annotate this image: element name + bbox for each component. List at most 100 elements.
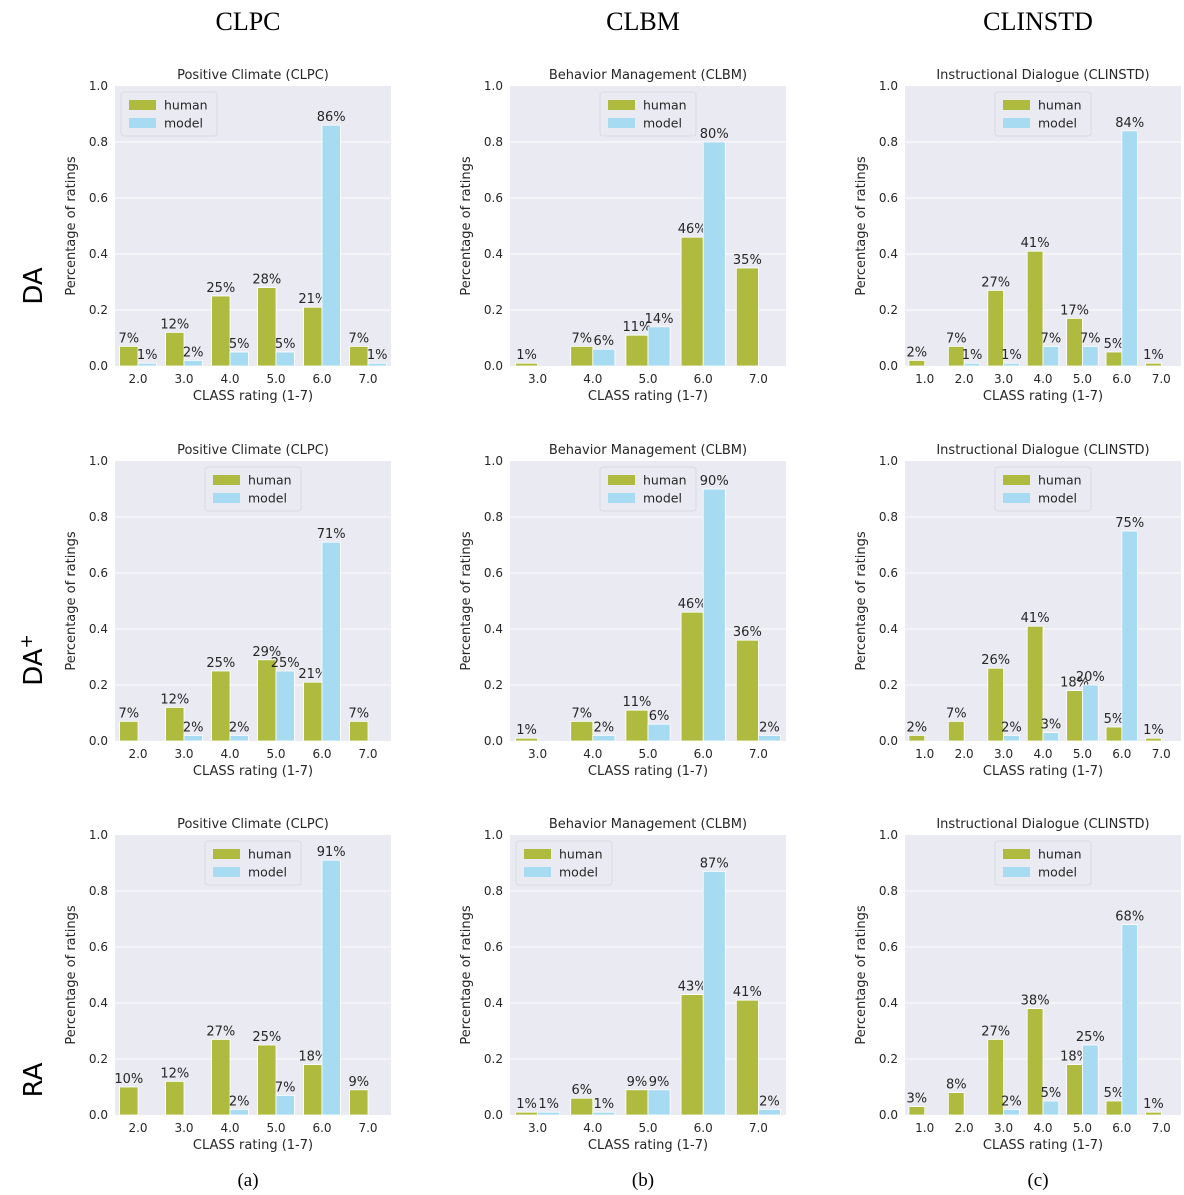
x-tick-label: 4.0 xyxy=(583,1121,602,1135)
data-label-human: 7% xyxy=(348,706,369,721)
y-tick-label: 0.6 xyxy=(89,940,108,954)
y-tick-label: 0.8 xyxy=(484,135,503,149)
data-label-model: 2% xyxy=(229,720,250,735)
bar-human xyxy=(735,999,759,1116)
y-tick-label: 1.0 xyxy=(89,828,108,842)
chart-panel-5: 0.0 0.2 0.4 0.6 0.8 1.0 Behavior Management (C… xyxy=(459,443,786,779)
bar-human xyxy=(987,667,1004,742)
data-label-human: 9% xyxy=(348,1075,369,1090)
y-tick-label: 1.0 xyxy=(879,79,898,93)
y-axis-label: Percentage of ratings xyxy=(459,905,474,1044)
bar-human xyxy=(515,362,539,367)
data-label-model: 5% xyxy=(275,337,296,352)
data-label-human: 7% xyxy=(571,331,592,346)
data-label-human: 3% xyxy=(907,1092,928,1107)
data-label-model: 2% xyxy=(183,345,204,360)
data-label-model: 68% xyxy=(1115,910,1144,925)
bar-human xyxy=(625,709,649,742)
bar-model xyxy=(275,351,295,367)
x-tick-label: 3.0 xyxy=(994,1121,1013,1135)
bar-human xyxy=(1105,1100,1123,1116)
data-label-model: 80% xyxy=(700,127,729,142)
bar-model xyxy=(1082,345,1099,367)
y-tick-label: 0.0 xyxy=(89,359,108,373)
x-tick-label: 7.0 xyxy=(358,1121,377,1135)
data-label-human: 21% xyxy=(298,292,327,307)
data-label-human: 41% xyxy=(1021,611,1050,626)
bar-model xyxy=(702,871,726,1116)
chart-panel-7: 0.0 0.2 0.4 0.6 0.8 1.0 Positive Climate (CLPC… xyxy=(64,817,391,1153)
bar-model xyxy=(321,541,341,742)
y-tick-label: 0.8 xyxy=(879,510,898,524)
bar-human xyxy=(680,236,704,367)
bar-human xyxy=(349,345,369,367)
data-label-human: 5% xyxy=(1104,712,1125,727)
legend-label-model: model xyxy=(1038,116,1077,131)
bar-human xyxy=(211,670,231,742)
x-tick-label: 7.0 xyxy=(1152,747,1171,761)
data-label-model: 84% xyxy=(1115,116,1144,131)
y-tick-label: 0.8 xyxy=(89,135,108,149)
x-tick-label: 6.0 xyxy=(312,372,331,386)
x-tick-label: 6.0 xyxy=(694,747,713,761)
data-label-human: 5% xyxy=(1104,337,1125,352)
legend-label-model: model xyxy=(164,116,203,131)
data-label-human: 36% xyxy=(733,625,762,640)
bar-human xyxy=(257,287,277,367)
legend-label-human: human xyxy=(1038,473,1082,488)
x-tick-label: 2.0 xyxy=(128,372,147,386)
y-tick-label: 0.2 xyxy=(484,303,503,317)
bar-human xyxy=(908,359,926,367)
data-label-human: 1% xyxy=(516,348,537,363)
y-tick-label: 0.2 xyxy=(879,1052,898,1066)
y-tick-label: 0.2 xyxy=(879,303,898,317)
data-label-human: 1% xyxy=(516,723,537,738)
bar-model xyxy=(321,124,341,367)
x-tick-label: 4.0 xyxy=(220,1121,239,1135)
data-label-human: 26% xyxy=(981,653,1010,668)
data-label-model: 5% xyxy=(1041,1086,1062,1101)
x-tick-label: 7.0 xyxy=(358,372,377,386)
legend-swatch-human xyxy=(129,100,156,110)
legend: human model xyxy=(515,840,613,886)
x-tick-label: 3.0 xyxy=(528,372,547,386)
legend-label-human: human xyxy=(248,847,292,862)
panel-title: Instructional Dialogue (CLINSTD) xyxy=(936,817,1149,832)
bar-model xyxy=(758,1109,781,1116)
y-tick-label: 1.0 xyxy=(89,454,108,468)
bar-human xyxy=(987,1039,1004,1116)
y-tick-label: 0.6 xyxy=(879,566,898,580)
legend-label-model: model xyxy=(248,491,287,506)
data-label-human: 11% xyxy=(623,320,652,335)
bar-human xyxy=(1145,1111,1162,1116)
bar-human xyxy=(735,639,759,742)
y-tick-label: 0.0 xyxy=(879,1108,898,1122)
data-label-model: 25% xyxy=(271,656,300,671)
x-tick-label: 6.0 xyxy=(312,1121,331,1135)
bar-model xyxy=(321,859,341,1116)
data-label-human: 41% xyxy=(1021,236,1050,251)
data-label-human: 29% xyxy=(252,645,281,660)
bar-model xyxy=(1042,345,1060,367)
x-tick-label: 7.0 xyxy=(749,1121,768,1135)
bar-human xyxy=(625,1089,649,1116)
bar-human xyxy=(515,737,539,742)
bar-model xyxy=(1042,732,1060,742)
bar-human xyxy=(1066,317,1083,367)
x-tick-label: 7.0 xyxy=(749,372,768,386)
bar-model xyxy=(758,735,781,742)
data-label-human: 41% xyxy=(733,985,762,1000)
sublabel-c: (c) xyxy=(1027,1170,1048,1191)
data-label-model: 75% xyxy=(1115,516,1144,531)
bar-human xyxy=(947,345,965,367)
data-label-model: 1% xyxy=(137,348,158,363)
x-tick-label: 7.0 xyxy=(358,747,377,761)
bar-human xyxy=(570,345,594,367)
data-label-model: 1% xyxy=(1001,348,1022,363)
data-label-human: 1% xyxy=(1143,348,1164,363)
data-label-human: 38% xyxy=(1021,994,1050,1009)
chart-panel-1: 0.0 0.2 0.4 0.6 0.8 1.0 Positive Climate (CLPC… xyxy=(64,68,391,404)
legend-swatch-human xyxy=(524,849,551,859)
data-label-human: 46% xyxy=(678,222,707,237)
data-label-human: 6% xyxy=(571,1083,592,1098)
